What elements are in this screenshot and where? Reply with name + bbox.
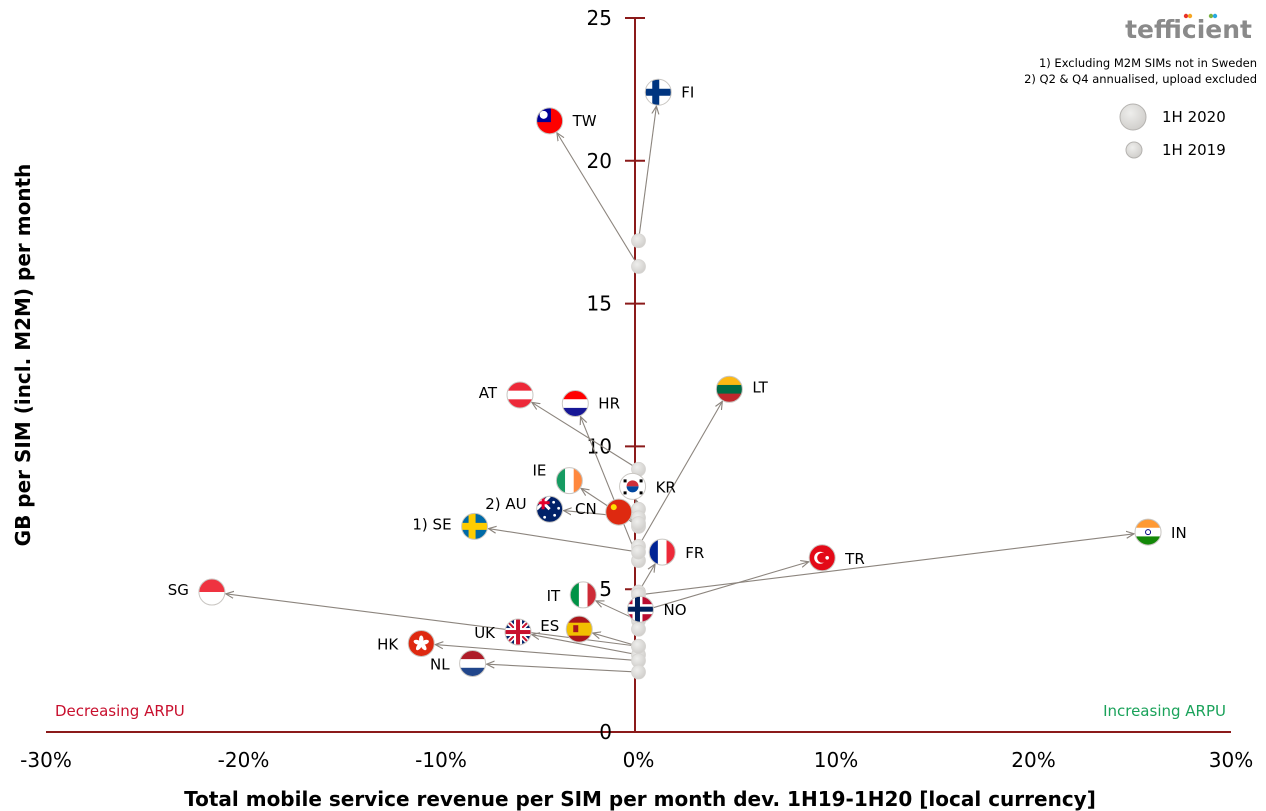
logo-dot bbox=[1212, 13, 1218, 19]
footnote-1: 1) Excluding M2M SIMs not in Sweden bbox=[1039, 56, 1257, 70]
point-label-hk: HK bbox=[377, 635, 399, 653]
flag-fr-icon bbox=[648, 538, 676, 566]
point-label-cn: CN bbox=[575, 500, 597, 518]
flag-cn-icon bbox=[605, 498, 633, 526]
x-axis-title: Total mobile service revenue per SIM per… bbox=[184, 787, 1096, 811]
flag-uk-icon bbox=[504, 618, 532, 646]
flag-sg-icon bbox=[198, 578, 226, 606]
flag-au-icon bbox=[536, 495, 564, 523]
flag-at-icon bbox=[506, 381, 534, 409]
point-1h2019-nl bbox=[631, 664, 646, 680]
legend-marker-1h2019 bbox=[1125, 141, 1143, 159]
flag-lt-icon bbox=[715, 375, 743, 403]
flag-kr-icon bbox=[619, 472, 647, 500]
point-label-in: IN bbox=[1171, 524, 1187, 542]
point-label-kr: KR bbox=[656, 478, 676, 496]
tefficient-logo: tefficient bbox=[1125, 13, 1252, 44]
point-1h2019-cn bbox=[631, 516, 646, 531]
legend-marker-1h2020 bbox=[1119, 103, 1147, 131]
x-tick-label: 10% bbox=[814, 748, 858, 772]
arrow-in bbox=[638, 534, 1135, 596]
point-labels-layer: FI TW LT AT HR IE KR 2) AU CN 1) SE FR TR IN SG IT NO UK… bbox=[168, 83, 1187, 673]
flag-fi-icon bbox=[644, 78, 672, 106]
point-label-sg: SG bbox=[168, 581, 189, 599]
flag-nl-icon bbox=[459, 649, 487, 677]
flag-no-icon bbox=[626, 595, 654, 623]
y-tick-label: 5 bbox=[599, 577, 612, 601]
arrow-nl bbox=[487, 664, 639, 673]
increasing-arpu-label: Increasing ARPU bbox=[1103, 702, 1226, 720]
legend: 1H 2020 1H 2019 bbox=[1119, 103, 1226, 159]
point-label-no: NO bbox=[663, 601, 686, 619]
arrow-tr bbox=[638, 562, 809, 613]
x-tick-label: -10% bbox=[415, 748, 467, 772]
arrow-es bbox=[593, 633, 639, 647]
point-label-fi: FI bbox=[681, 83, 694, 101]
y-axis-title: GB per SIM (incl. M2M) per month bbox=[11, 164, 35, 547]
point-label-se: 1) SE bbox=[412, 515, 451, 533]
flag-tw-icon bbox=[536, 107, 564, 135]
flag-hr-icon bbox=[561, 390, 589, 418]
point-label-ie: IE bbox=[532, 462, 546, 480]
arrow-hk bbox=[435, 645, 639, 662]
x-axis-ticks: -30% -20% -10% 0% 10% 20% 30% bbox=[20, 748, 1253, 772]
point-label-it: IT bbox=[547, 587, 561, 605]
flag-in-icon bbox=[1134, 518, 1162, 546]
y-tick-label: 20 bbox=[587, 149, 612, 173]
x-tick-label: 30% bbox=[1209, 748, 1253, 772]
y-tick-label: 25 bbox=[587, 6, 612, 30]
y-tick-label: 10 bbox=[587, 434, 612, 458]
point-label-uk: UK bbox=[474, 624, 496, 642]
x-tick-label: 20% bbox=[1011, 748, 1055, 772]
logo-dot bbox=[1187, 13, 1193, 19]
x-tick-label: -20% bbox=[218, 748, 270, 772]
arrow-tw bbox=[557, 133, 639, 267]
point-label-es: ES bbox=[540, 617, 559, 635]
flag-ie-icon bbox=[555, 467, 583, 495]
x-tick-label: 0% bbox=[623, 748, 655, 772]
decreasing-arpu-label: Decreasing ARPU bbox=[55, 702, 185, 720]
flag-tr-icon bbox=[808, 544, 836, 572]
legend-label-1h2020: 1H 2020 bbox=[1162, 108, 1226, 126]
arrow-fi bbox=[637, 106, 657, 241]
arrow-hr bbox=[581, 417, 640, 561]
point-label-fr: FR bbox=[685, 544, 704, 562]
point-label-tr: TR bbox=[844, 550, 865, 568]
flag-es-icon bbox=[565, 615, 593, 643]
flag-it-icon bbox=[569, 581, 597, 609]
legend-label-1h2019: 1H 2019 bbox=[1162, 141, 1226, 159]
arrow-at bbox=[532, 402, 639, 470]
logo-dot bbox=[1208, 13, 1214, 19]
y-tick-label: 15 bbox=[587, 292, 612, 316]
point-label-au: 2) AU bbox=[485, 495, 526, 513]
flag-points-layer bbox=[198, 78, 1162, 677]
point-label-lt: LT bbox=[752, 378, 768, 396]
point-label-at: AT bbox=[479, 384, 498, 402]
arrows-layer bbox=[226, 106, 1135, 673]
point-label-tw: TW bbox=[572, 112, 597, 130]
point-1h2019-fi bbox=[631, 233, 646, 249]
point-label-nl: NL bbox=[430, 655, 450, 673]
flag-hk-icon bbox=[407, 629, 435, 657]
footnote-2: 2) Q2 & Q4 annualised, upload excluded bbox=[1024, 72, 1257, 86]
point-1h2019-es bbox=[631, 638, 646, 654]
logo-dot bbox=[1183, 13, 1189, 19]
flag-se-icon bbox=[461, 512, 489, 540]
point-1h2019-tw bbox=[631, 259, 646, 274]
point-1h2019-se bbox=[631, 544, 646, 560]
logo-text: tefficient bbox=[1125, 15, 1252, 44]
point-label-hr: HR bbox=[598, 395, 620, 413]
y-axis-ticks: 0 5 10 15 20 25 bbox=[587, 6, 645, 744]
arrow-lt bbox=[638, 401, 723, 547]
y-tick-label: 0 bbox=[599, 720, 612, 744]
x-tick-label: -30% bbox=[20, 748, 72, 772]
point-1h2019-no bbox=[631, 621, 646, 637]
arrow-se bbox=[488, 529, 639, 553]
arrow-uk bbox=[532, 635, 639, 656]
